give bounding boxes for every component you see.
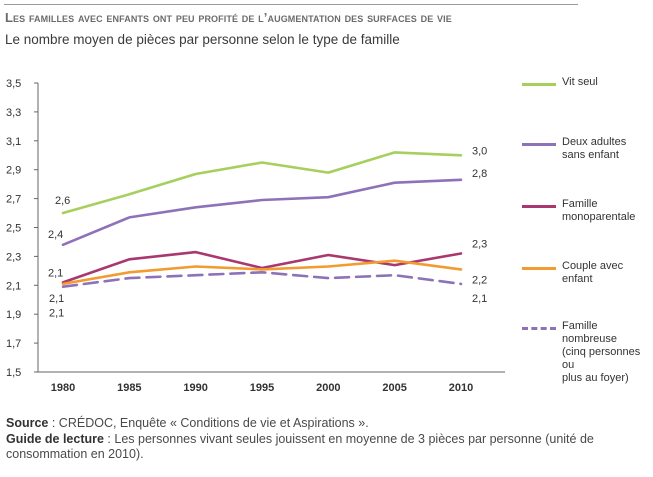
x-axis-ticks: 1980 1985 1990 1995 2000 2005 2010 [51, 382, 473, 394]
legend-swatch [522, 143, 556, 146]
x-tick-label: 1990 [183, 382, 207, 394]
data-label-last: 3,0 [472, 145, 487, 157]
data-label-first: 2,1 [49, 308, 64, 320]
source-label: Source [6, 416, 49, 430]
series-line-5 [61, 270, 463, 289]
chart-subtitle: Le nombre moyen de pièces par personne s… [5, 32, 400, 47]
x-tick-label: 2010 [449, 382, 473, 394]
y-axis-ticks: 3,5 3,3 3,1 2,9 2,7 2,5 2,3 2,1 1,9 1,7 1,5 [6, 78, 38, 379]
x-tick-label: 1985 [117, 382, 141, 394]
x-tick-label: 2000 [316, 382, 340, 394]
line-chart: 3,53,33,12,92,72,52,32,11,91,71,5 1980 19… [6, 78, 505, 394]
legend-label: Famille nombreuse (cinq personnes ou plu… [562, 320, 641, 384]
y-tick-label: 3,5 [6, 78, 21, 90]
data-label-first: 2,1 [49, 293, 64, 305]
y-tick-label: 2,9 [6, 165, 21, 177]
legend-swatch [522, 327, 556, 330]
y-tick-label: 2,3 [6, 251, 21, 263]
source-note: Source : CRÉDOC, Enquête « Conditions de… [6, 416, 646, 432]
y-tick-label: 2,5 [6, 223, 21, 235]
series-line-1 [61, 151, 463, 215]
guide-label: Guide de lecture [6, 431, 104, 446]
top-rule [4, 4, 578, 5]
chart-title: Les familles avec enfants ont peu profit… [5, 10, 452, 25]
series-line-2 [61, 178, 463, 247]
legend-swatch [522, 267, 556, 270]
legend-label: Famille monoparentale [562, 198, 636, 223]
y-tick-label: 1,5 [6, 367, 21, 379]
data-label-last: 2,3 [472, 239, 487, 251]
guide-text: : Les personnes vivant seules jouissent … [6, 431, 594, 462]
data-label-first: 2,4 [48, 229, 63, 241]
chart-footer: Source : CRÉDOC, Enquête « Conditions de… [6, 416, 646, 463]
legend-label: Deux adultes sans enfant [562, 136, 627, 161]
x-tick-label: 1995 [250, 382, 274, 394]
legend-label: Vit seul [562, 76, 598, 88]
y-tick-label: 3,3 [6, 107, 21, 119]
y-tick-label: 1,7 [6, 338, 21, 350]
legend-swatch [522, 205, 556, 208]
series-lines [61, 151, 463, 289]
x-tick-label: 1980 [51, 382, 75, 394]
data-labels: 2,6 3,0 2,4 2,8 2,1 2,3 2,1 2,2 2,1 2,1 [48, 145, 487, 319]
y-tick-label: 1,9 [6, 309, 21, 321]
chart-legend: Vit seul Deux adultes sans enfant Famille … [520, 0, 653, 384]
y-tick-label: 3,1 [6, 136, 21, 148]
legend-label: Couple avec enfant [562, 260, 624, 285]
y-tick-label: 2,7 [6, 194, 21, 206]
series-line-4 [61, 259, 463, 286]
data-label-first: 2,6 [55, 195, 70, 207]
legend-swatch [522, 83, 556, 86]
series-line-3 [61, 250, 463, 284]
data-label-last: 2,2 [472, 274, 487, 286]
reading-guide-note: Guide de lecture : Les personnes vivant … [6, 432, 646, 463]
data-label-last: 2,1 [472, 293, 487, 305]
data-label-first: 2,1 [48, 267, 63, 279]
source-text: : CRÉDOC, Enquête « Conditions de vie et… [48, 416, 369, 430]
data-label-last: 2,8 [472, 168, 487, 180]
y-tick-label: 2,1 [6, 280, 21, 292]
x-tick-label: 2005 [382, 382, 406, 394]
